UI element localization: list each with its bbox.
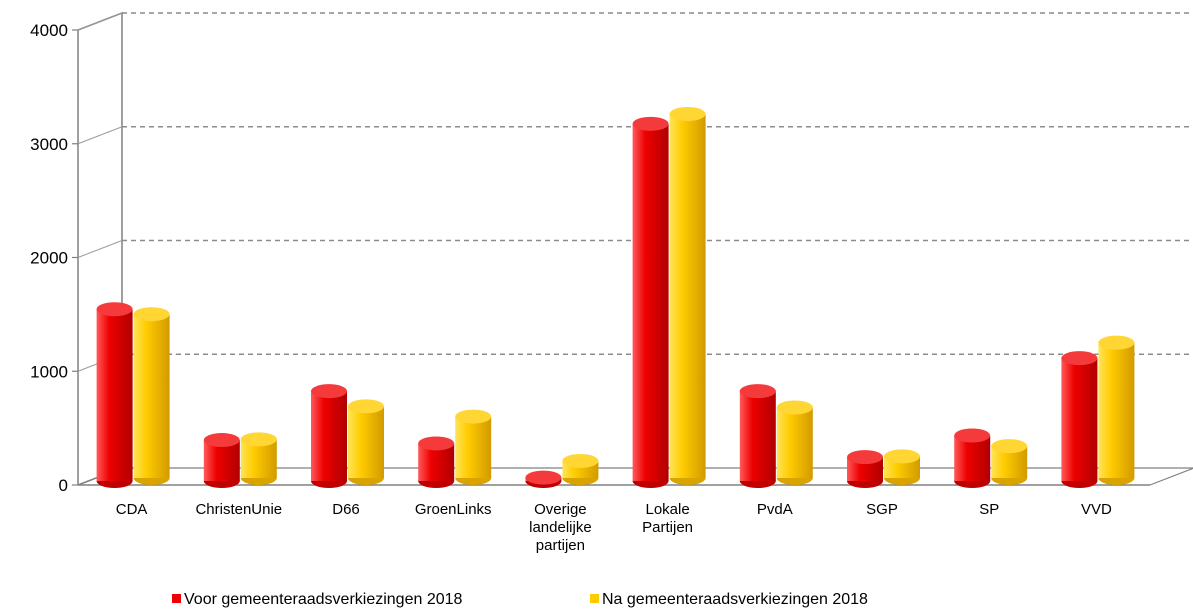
bar-body (632, 123, 669, 481)
bar (1061, 351, 1098, 488)
bar (847, 450, 883, 488)
bar-body (669, 114, 706, 478)
x-tick-label-line: PvdA (757, 501, 793, 518)
bar (525, 470, 562, 488)
bar-top (884, 449, 920, 464)
bar-body (739, 391, 776, 481)
y-tick-label: 3000 (30, 135, 68, 154)
legend: Voor gemeenteraadsverkiezingen 2018 Na ge… (172, 591, 868, 608)
legend-item: Na gemeenteraadsverkiezingen 2018 (590, 591, 868, 608)
bar (739, 384, 776, 488)
bar-body (954, 435, 991, 481)
legend-label: Voor gemeenteraadsverkiezingen 2018 (184, 591, 463, 608)
bar-body (455, 416, 492, 478)
x-tick-label-line: Lokale (645, 501, 689, 518)
bar-top (240, 432, 277, 447)
bar (562, 453, 599, 485)
bar-body (96, 309, 133, 481)
bar-top (991, 439, 1028, 454)
x-tick-label-line: ChristenUnie (195, 501, 282, 518)
bar-top (525, 470, 562, 485)
bar (1098, 335, 1135, 485)
x-tick-label-line: Partijen (642, 519, 693, 536)
x-tick-label-line: SP (979, 501, 999, 518)
y-tick-label: 1000 (30, 362, 68, 381)
bar-top (847, 450, 883, 465)
x-tick-label: GroenLinks (415, 501, 492, 518)
bar-top (776, 400, 813, 415)
x-tick-label-line: VVD (1081, 501, 1112, 518)
bar-top (562, 453, 599, 468)
gridline-side (77, 12, 123, 31)
y-tick-label: 2000 (30, 249, 68, 268)
bar-top (96, 302, 133, 317)
bar (669, 107, 706, 485)
bar-top (954, 428, 991, 443)
x-tick-label-line: SGP (866, 501, 898, 518)
bar-body (1061, 358, 1098, 481)
bar-top (418, 436, 455, 451)
x-tick-label-line: Overige (534, 501, 587, 518)
bar (348, 399, 384, 485)
x-tick-label-line: CDA (116, 501, 148, 518)
bar-top (203, 433, 240, 448)
bar-top (311, 384, 347, 399)
bar (884, 449, 920, 485)
bar-top (1061, 351, 1098, 366)
bar (991, 439, 1028, 485)
x-tick-label: CDA (116, 501, 148, 518)
bar-top (133, 307, 170, 322)
bar-top (739, 384, 776, 399)
bar (203, 433, 240, 488)
bar (311, 384, 347, 488)
x-tick-label-line: landelijke (529, 519, 592, 536)
bars (96, 107, 1135, 488)
x-axis: CDA ChristenUnie D66 GroenLinks Overige lande… (116, 501, 1112, 554)
bar-top (1098, 335, 1135, 350)
gridline-side (77, 126, 123, 145)
y-tick-label: 4000 (30, 21, 68, 40)
bar (954, 428, 991, 488)
bar-body (348, 406, 384, 478)
y-tick-label: 0 (59, 476, 68, 495)
x-tick-label-line: GroenLinks (415, 501, 492, 518)
x-tick-label: ChristenUnie (195, 501, 282, 518)
bar (455, 409, 492, 485)
y-axis: 0 1000 2000 3000 4000 (30, 21, 78, 495)
x-tick-label: PvdA (757, 501, 793, 518)
legend-label: Na gemeenteraadsverkiezingen 2018 (602, 591, 868, 608)
x-tick-label: SGP (866, 501, 898, 518)
x-tick-label: D66 (332, 501, 360, 518)
bar (776, 400, 813, 485)
bar (632, 116, 669, 488)
x-tick-label-line: D66 (332, 501, 360, 518)
legend-item: Voor gemeenteraadsverkiezingen 2018 (172, 591, 463, 608)
bar-body (1098, 342, 1135, 478)
x-tick-label: Lokale Partijen (642, 501, 693, 536)
bar-body (311, 391, 347, 481)
legend-swatch (172, 594, 181, 603)
x-tick-label: VVD (1081, 501, 1112, 518)
bar-body (776, 407, 813, 478)
bar (418, 436, 455, 488)
bar-body (133, 314, 170, 478)
bar (133, 307, 170, 485)
bar-top (632, 116, 669, 131)
bar-top (348, 399, 384, 414)
x-tick-label-line: partijen (536, 537, 585, 554)
bar-top (455, 409, 492, 424)
gridline-side (77, 240, 123, 258)
floor-right-edge (1149, 467, 1193, 486)
bar (96, 302, 133, 488)
bar (240, 432, 277, 485)
x-tick-label: SP (979, 501, 999, 518)
bar-top (669, 107, 706, 121)
x-tick-label: Overige landelijke partijen (529, 501, 592, 554)
legend-swatch (590, 594, 599, 603)
